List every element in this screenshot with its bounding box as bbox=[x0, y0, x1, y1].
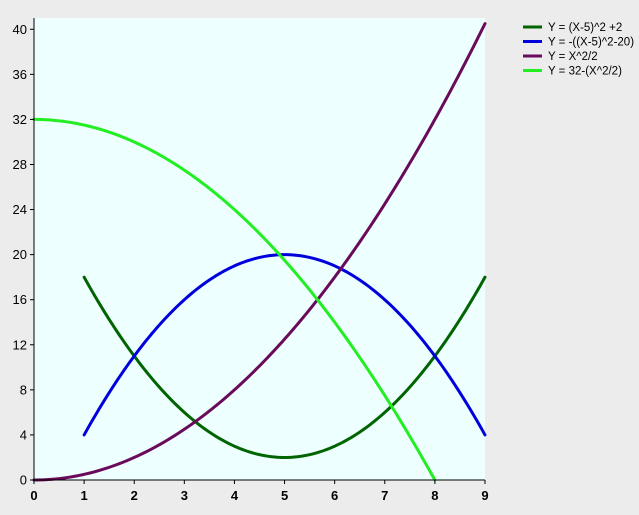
legend-entry-2: Y = -((X-5)^2-20) bbox=[548, 37, 634, 49]
x-tick-label: 5 bbox=[281, 488, 288, 503]
legend-entry-3: Y = X^2/2 bbox=[548, 51, 598, 63]
y-tick-label: 32 bbox=[13, 112, 27, 127]
legend-entry-4: Y = 32-(X^2/2) bbox=[548, 66, 622, 78]
y-tick-label: 36 bbox=[13, 67, 27, 82]
y-tick-label: 12 bbox=[13, 337, 27, 352]
series-line-2 bbox=[82, 253, 487, 437]
x-tick-label: 3 bbox=[181, 488, 188, 503]
x-tick-label: 9 bbox=[481, 488, 488, 503]
x-tick-label: 2 bbox=[131, 488, 138, 503]
series-line-3 bbox=[32, 22, 487, 482]
y-tick-label: 16 bbox=[13, 292, 27, 307]
y-tick-label: 4 bbox=[20, 427, 27, 442]
x-tick-label: 7 bbox=[381, 488, 388, 503]
x-tick-label: 0 bbox=[30, 488, 37, 503]
plot-area bbox=[34, 18, 485, 480]
y-tick-label: 28 bbox=[13, 157, 27, 172]
x-tick-label: 4 bbox=[231, 488, 239, 503]
y-tick-label: 0 bbox=[20, 473, 27, 488]
y-tick-label: 8 bbox=[20, 382, 27, 397]
series-line-1 bbox=[82, 275, 487, 459]
x-tick-label: 1 bbox=[80, 488, 87, 503]
legend: Y = (X-5)^2 +2 Y = -((X-5)^2-20) Y = X^2/2… bbox=[523, 22, 634, 78]
x-tick-label: 6 bbox=[331, 488, 338, 503]
x-tick-label: 8 bbox=[431, 488, 438, 503]
series-line-4 bbox=[32, 117, 437, 482]
y-tick-label: 40 bbox=[13, 22, 27, 37]
y-tick-label: 24 bbox=[13, 202, 27, 217]
series-layer bbox=[32, 22, 487, 482]
legend-entry-1: Y = (X-5)^2 +2 bbox=[548, 22, 622, 34]
y-tick-label: 20 bbox=[13, 247, 27, 262]
